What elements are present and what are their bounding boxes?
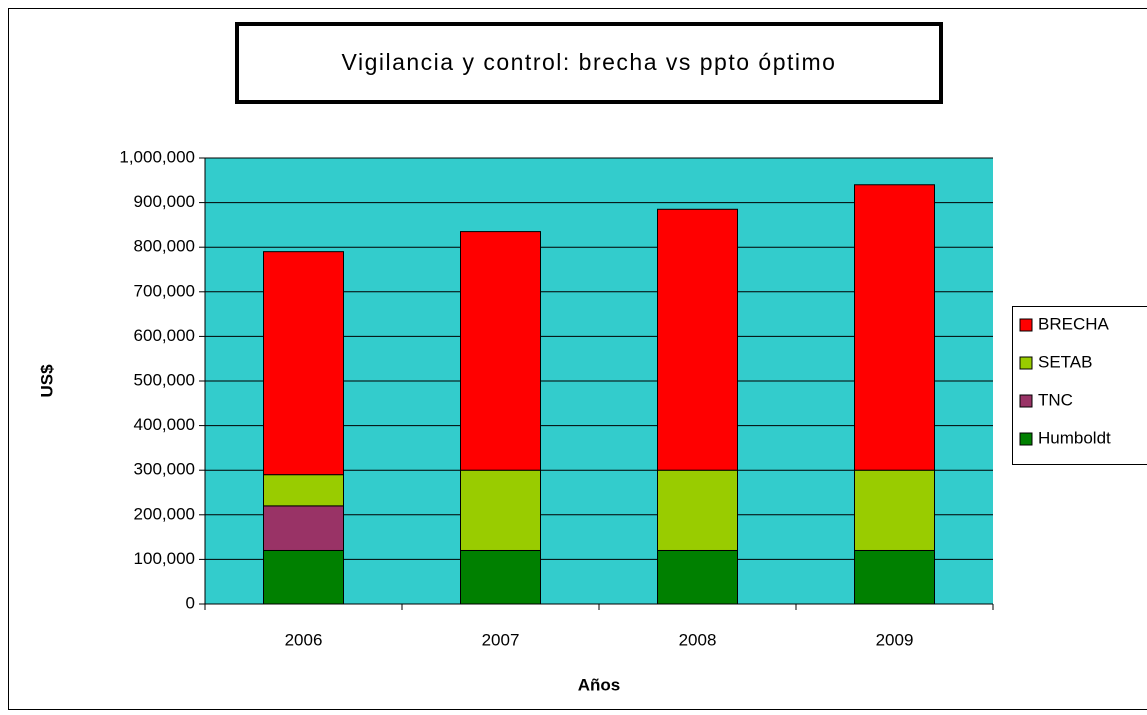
bar-segment <box>854 549 935 605</box>
legend-swatch <box>1019 318 1033 332</box>
title-box <box>235 22 943 104</box>
y-tick-label: 500,000 <box>134 370 195 389</box>
y-tick-label: 400,000 <box>134 415 195 434</box>
legend-label: TNC <box>1038 390 1073 409</box>
y-tick-label: 900,000 <box>134 192 195 211</box>
y-tick-label: 800,000 <box>134 237 195 256</box>
bar-segment <box>460 469 541 551</box>
x-tick-label: 2008 <box>679 630 717 649</box>
bar-segment <box>263 549 344 605</box>
y-tick-label: 1,000,000 <box>119 147 195 166</box>
legend-label: SETAB <box>1038 352 1092 371</box>
bar-segment <box>263 505 344 551</box>
x-axis-label: Años <box>578 675 621 694</box>
legend-label: BRECHA <box>1038 314 1110 333</box>
legend-swatch <box>1019 356 1033 370</box>
bar-segment <box>460 549 541 605</box>
x-tick-label: 2009 <box>876 630 914 649</box>
bar-segment <box>854 469 935 551</box>
chart-title: Vigilancia y control: brecha vs ppto ópt… <box>342 49 837 75</box>
bar-segment <box>263 251 344 476</box>
y-tick-label: 700,000 <box>134 281 195 300</box>
bar-segment <box>854 184 935 471</box>
legend-swatch <box>1019 394 1033 408</box>
x-tick-label: 2006 <box>285 630 323 649</box>
bar-segment <box>657 549 738 605</box>
legend-label: Humboldt <box>1038 428 1111 447</box>
y-axis-label: US$ <box>37 364 56 398</box>
y-tick-label: 0 <box>186 593 195 612</box>
y-tick-label: 300,000 <box>134 460 195 479</box>
y-tick-label: 200,000 <box>134 504 195 523</box>
x-tick-label: 2007 <box>482 630 520 649</box>
bar-segment <box>657 208 738 471</box>
y-tick-label: 600,000 <box>134 326 195 345</box>
bar-segment <box>657 469 738 551</box>
bar-segment <box>460 231 541 471</box>
legend-box <box>1012 306 1147 465</box>
bar-segment <box>263 474 344 507</box>
y-tick-label: 100,000 <box>134 549 195 568</box>
legend-swatch <box>1019 432 1033 446</box>
